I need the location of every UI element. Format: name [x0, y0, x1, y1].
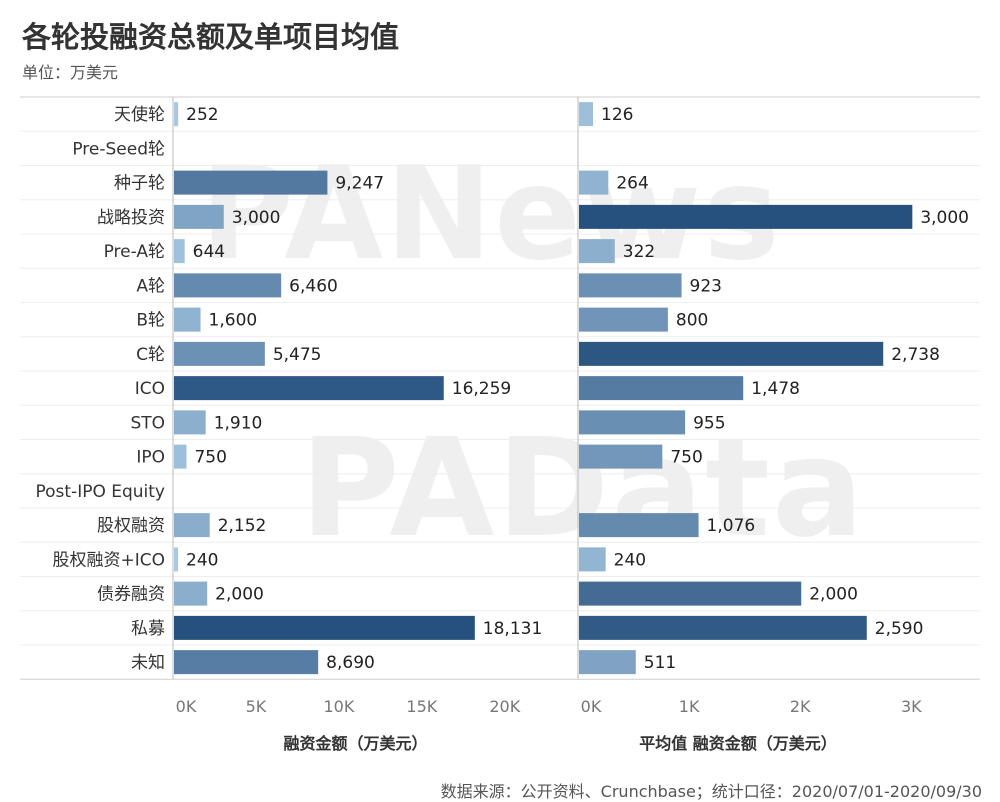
bar-average-6	[579, 307, 668, 332]
bar-total-14	[174, 581, 208, 606]
value-label-average: 800	[676, 311, 708, 331]
bar-average-9	[579, 410, 686, 435]
value-label-total: 18,131	[483, 619, 542, 639]
value-label-average: 240	[614, 550, 646, 570]
category-label: 私募	[131, 619, 165, 639]
bar-average-14	[579, 581, 802, 606]
value-label-total: 8,690	[326, 653, 375, 673]
grid-layer	[20, 96, 980, 680]
category-label: ICO	[135, 379, 165, 399]
value-label-total: 1,600	[209, 311, 258, 331]
bar-total-9	[174, 410, 206, 435]
x-tick-label-total: 10K	[323, 697, 354, 716]
chart-panel-average: 126 264 3,000 322 923 800 2,738 1,478 955 750 1,07…	[579, 102, 969, 753]
value-label-total: 252	[186, 105, 218, 125]
value-label-average: 1,478	[751, 379, 800, 399]
bar-average-5	[579, 273, 682, 298]
value-label-total: 9,247	[335, 174, 384, 194]
bar-total-3	[174, 204, 224, 229]
bar-total-6	[174, 307, 201, 332]
bar-average-2	[579, 170, 609, 195]
value-label-average: 3,000	[920, 208, 969, 228]
bar-average-12	[579, 513, 699, 538]
category-label: IPO	[136, 448, 165, 468]
bar-average-13	[579, 547, 606, 572]
value-label-total: 5,475	[273, 345, 322, 365]
category-label: B轮	[136, 311, 165, 331]
bar-total-7	[174, 341, 265, 366]
bar-total-2	[174, 170, 328, 195]
bar-total-15	[174, 615, 475, 640]
category-label: Pre-A轮	[104, 242, 165, 262]
category-label: 战略投资	[97, 208, 165, 228]
value-label-average: 750	[670, 448, 702, 468]
unit-subtitle: 单位：万美元	[22, 63, 119, 82]
value-label-total: 16,259	[452, 379, 511, 399]
bar-total-8	[174, 376, 444, 401]
category-label: 未知	[131, 653, 165, 673]
value-label-total: 3,000	[232, 208, 281, 228]
value-label-total: 1,910	[214, 413, 263, 433]
value-label-total: 240	[186, 550, 218, 570]
bar-total-16	[174, 650, 319, 675]
category-label: 天使轮	[114, 104, 165, 125]
x-axis-title-total: 融资金额（万美元）	[283, 734, 427, 753]
value-label-average: 322	[623, 242, 655, 262]
value-label-total: 2,152	[218, 516, 267, 536]
category-label: 股权融资+ICO	[52, 550, 165, 570]
bar-average-10	[579, 444, 663, 469]
x-tick-label-total: 5K	[246, 697, 267, 716]
category-label: 股权融资	[97, 516, 165, 536]
bar-total-13	[174, 547, 178, 572]
bar-average-3	[579, 204, 913, 229]
bar-average-0	[579, 102, 593, 127]
value-label-average: 955	[693, 413, 725, 433]
value-label-average: 1,076	[707, 516, 756, 536]
value-label-average: 2,000	[809, 585, 858, 605]
x-tick-label-average: 3K	[901, 697, 922, 716]
category-label: C轮	[136, 345, 165, 365]
x-tick-label-total: 15K	[406, 697, 437, 716]
value-label-total: 750	[194, 448, 226, 468]
chart-panel-total: 252 9,247 3,000 644 6,460 1,600 5,475 16,259 1,9…	[174, 102, 542, 753]
x-tick-label-average: 0K	[581, 697, 602, 716]
x-tick-label-average: 1K	[679, 697, 700, 716]
category-label: STO	[130, 413, 165, 433]
data-source-note: 数据来源：公开资料、Crunchbase；统计口径：2020/07/01-202…	[440, 782, 982, 801]
x-axis-title-average: 平均值 融资金额（万美元）	[639, 734, 837, 753]
bar-total-12	[174, 513, 210, 538]
value-label-average: 2,738	[891, 345, 940, 365]
value-label-total: 644	[193, 242, 225, 262]
bar-average-4	[579, 239, 615, 264]
value-label-total: 2,000	[215, 585, 264, 605]
bar-total-4	[174, 239, 185, 264]
bar-average-8	[579, 376, 744, 401]
bar-average-7	[579, 341, 884, 366]
bar-average-15	[579, 615, 867, 640]
category-label: A轮	[136, 276, 165, 296]
bar-total-10	[174, 444, 187, 469]
value-label-average: 264	[616, 174, 648, 194]
value-label-average: 511	[644, 653, 676, 673]
value-label-average: 126	[601, 105, 633, 125]
x-tick-label-total: 20K	[489, 697, 520, 716]
x-tick-label-average: 2K	[790, 697, 811, 716]
category-label: Post-IPO Equity	[35, 482, 165, 502]
bar-total-5	[174, 273, 282, 298]
value-label-total: 6,460	[289, 276, 338, 296]
value-label-average: 2,590	[875, 619, 924, 639]
page-title: 各轮投融资总额及单项目均值	[22, 20, 400, 54]
category-label: 种子轮	[114, 174, 165, 194]
value-label-average: 923	[690, 276, 722, 296]
x-tick-label-total: 0K	[176, 697, 197, 716]
bar-total-0	[174, 102, 179, 127]
bar-average-16	[579, 650, 636, 675]
category-label: 债券融资	[97, 585, 165, 605]
category-label: Pre-Seed轮	[72, 139, 165, 159]
